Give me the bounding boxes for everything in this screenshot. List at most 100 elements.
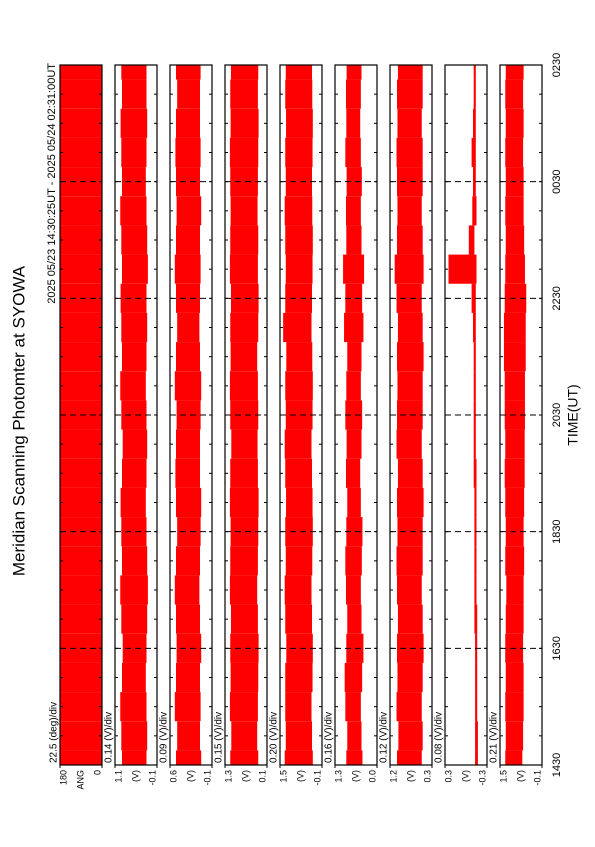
data-segment bbox=[505, 196, 524, 226]
data-segment bbox=[505, 721, 524, 751]
scale-label: 0.08 (V)/div bbox=[434, 712, 445, 763]
panel-frame bbox=[59, 64, 103, 766]
chart-title: Meridian Scanning Photomter at SYOWA bbox=[9, 265, 28, 576]
data-segment bbox=[506, 575, 524, 605]
data-segment bbox=[397, 225, 423, 255]
data-segment bbox=[347, 604, 362, 634]
data-segment bbox=[448, 254, 477, 284]
y-tick-label: 1.5 bbox=[278, 770, 288, 783]
unit-label: (V) bbox=[350, 770, 360, 782]
rotated-chart: Meridian Scanning Photomter at SYOWA 202… bbox=[9, 53, 580, 790]
data-segment bbox=[122, 750, 147, 765]
data-segment bbox=[121, 137, 147, 168]
data-segment bbox=[176, 283, 200, 313]
data-segment bbox=[60, 429, 102, 459]
data-segment bbox=[345, 196, 361, 226]
data-segment bbox=[505, 79, 524, 109]
data-segment bbox=[345, 458, 361, 488]
data-segment bbox=[230, 546, 258, 576]
data-segment bbox=[397, 487, 424, 518]
data-segment bbox=[176, 487, 202, 518]
x-tick-label: 1630 bbox=[551, 636, 563, 660]
data-segment bbox=[285, 721, 313, 751]
data-segment bbox=[60, 604, 102, 634]
data-segment bbox=[397, 371, 423, 401]
data-segment bbox=[397, 196, 422, 226]
data-segment bbox=[60, 108, 102, 138]
scale-label: 0.12 (V)/div bbox=[379, 712, 390, 763]
panel-frame bbox=[114, 64, 158, 766]
data-segment bbox=[397, 458, 423, 488]
y-tick-label: 1.2 bbox=[388, 770, 398, 783]
data-segment bbox=[285, 662, 313, 693]
data-segment bbox=[285, 79, 313, 109]
data-segment bbox=[284, 196, 313, 226]
data-segment bbox=[60, 750, 102, 765]
unit-label: (V) bbox=[515, 770, 525, 782]
data-segment bbox=[230, 633, 259, 663]
y-tick-label: 0 bbox=[92, 770, 102, 775]
data-segment bbox=[122, 342, 147, 372]
data-segment bbox=[121, 604, 148, 634]
data-segment bbox=[60, 342, 102, 372]
data-segment bbox=[346, 225, 362, 255]
data-segment bbox=[122, 633, 147, 663]
data-segment bbox=[230, 196, 258, 226]
data-segment bbox=[503, 342, 526, 372]
data-segment bbox=[505, 225, 525, 255]
data-segment bbox=[230, 225, 259, 255]
y-tick-label: -0.1 bbox=[532, 770, 542, 786]
panel-frame bbox=[224, 64, 268, 766]
data-segment bbox=[473, 79, 476, 109]
data-segment bbox=[505, 487, 525, 518]
panel-frame bbox=[499, 64, 543, 766]
data-segment bbox=[121, 400, 147, 430]
data-segment bbox=[229, 254, 258, 284]
data-segment bbox=[346, 167, 362, 197]
data-segment bbox=[229, 575, 258, 605]
data-segment bbox=[344, 312, 364, 343]
data-segment bbox=[503, 312, 526, 343]
data-segment bbox=[285, 283, 313, 313]
unit-label: (V) bbox=[460, 770, 470, 782]
data-segment bbox=[176, 167, 200, 197]
data-segment bbox=[286, 633, 313, 663]
x-tick-label: 1430 bbox=[551, 753, 563, 777]
data-segment bbox=[285, 254, 313, 284]
x-axis-label: TIME(UT) bbox=[565, 384, 581, 445]
data-segment bbox=[176, 64, 201, 80]
data-segment bbox=[176, 662, 200, 693]
data-segment bbox=[471, 137, 476, 168]
data-segment bbox=[285, 400, 313, 430]
data-segment bbox=[230, 517, 259, 547]
data-segment bbox=[176, 342, 200, 372]
data-segment bbox=[473, 371, 476, 401]
data-segment bbox=[345, 283, 363, 313]
data-segment bbox=[284, 575, 312, 605]
x-tick-label: 2230 bbox=[551, 286, 563, 310]
unit-label: (V) bbox=[240, 770, 250, 782]
data-segment bbox=[285, 458, 313, 488]
unit-label: (V) bbox=[130, 770, 140, 782]
data-segment bbox=[397, 79, 423, 109]
data-segment bbox=[345, 137, 361, 168]
data-segment bbox=[121, 312, 148, 343]
data-segment bbox=[396, 283, 422, 313]
data-segment bbox=[505, 108, 524, 138]
data-segment bbox=[230, 64, 259, 80]
data-segment bbox=[284, 429, 312, 459]
y-tick-label: 1.3 bbox=[223, 770, 233, 783]
data-segment bbox=[177, 312, 200, 343]
unit-label: (V) bbox=[185, 770, 195, 782]
panel-frame bbox=[334, 64, 378, 766]
data-segment bbox=[60, 487, 102, 518]
data-segment bbox=[398, 721, 423, 751]
data-segment bbox=[121, 64, 147, 80]
data-segment bbox=[177, 517, 201, 547]
data-segment bbox=[230, 283, 259, 313]
data-segment bbox=[177, 79, 200, 109]
y-tick-label: -0.3 bbox=[477, 770, 487, 786]
data-segment bbox=[397, 400, 423, 430]
data-segment bbox=[230, 662, 259, 693]
data-segment bbox=[60, 64, 102, 80]
